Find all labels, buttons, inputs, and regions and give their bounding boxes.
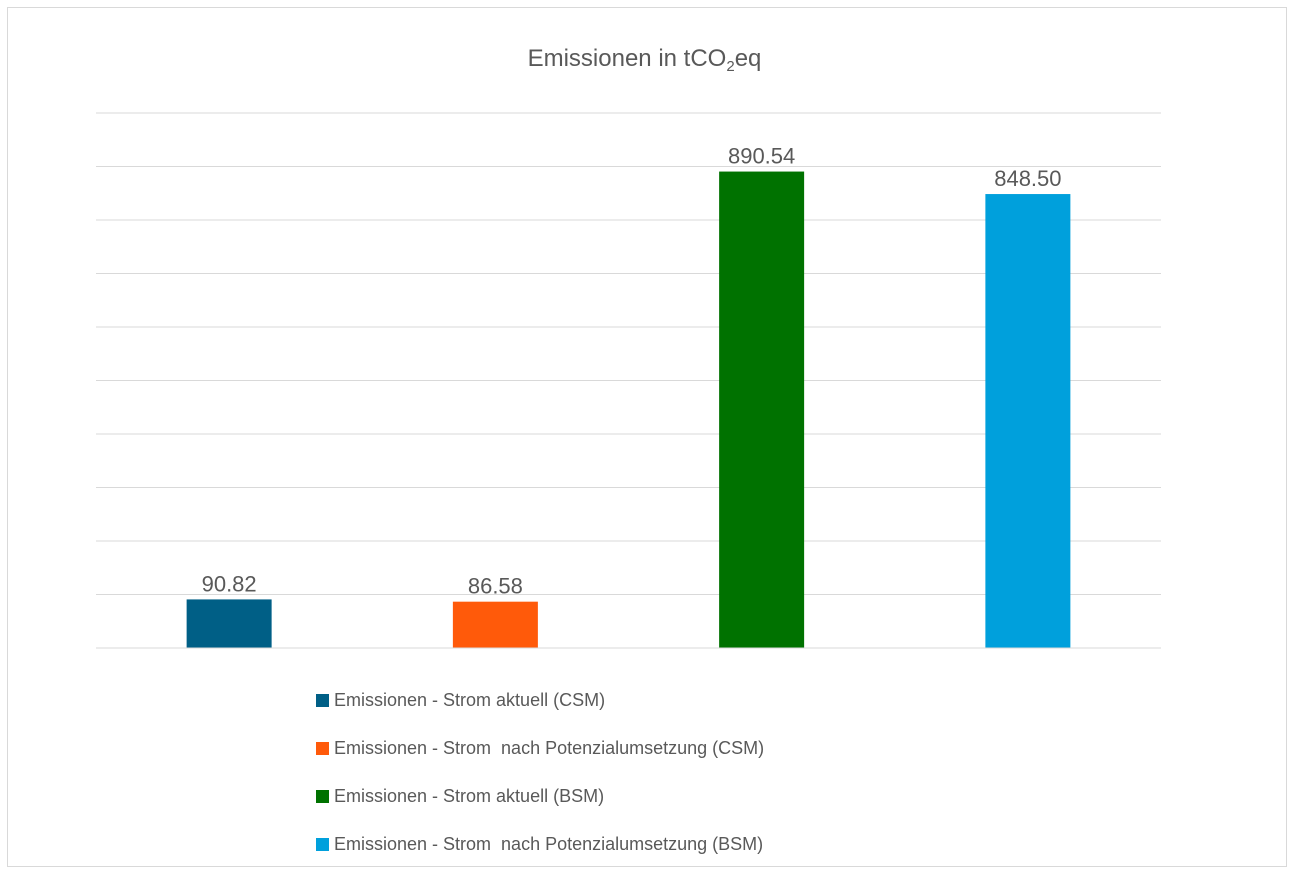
legend-swatch (316, 741, 329, 755)
legend-label: Emissionen - Strom aktuell (CSM) (334, 689, 606, 710)
legend-item: Emissionen - Strom nach Potenzialumsetzu… (316, 832, 764, 856)
data-label: 890.54 (728, 144, 795, 169)
legend-swatch (316, 789, 329, 803)
chart-title-suffix: eq (734, 45, 762, 72)
chart-title-main: Emissionen in tCO (527, 45, 727, 72)
data-label: 86.58 (468, 574, 523, 599)
legend-label: Emissionen - Strom nach Potenzialumsetzu… (334, 833, 764, 854)
legend-item: Emissionen - Strom aktuell (CSM) (316, 688, 764, 712)
legend-item: Emissionen - Strom nach Potenzialumsetzu… (316, 736, 764, 760)
legend-swatch (316, 837, 329, 851)
legend-label: Emissionen - Strom nach Potenzialumsetzu… (334, 737, 765, 758)
bar (186, 599, 272, 648)
bar (719, 171, 805, 648)
bar (452, 601, 538, 648)
data-label: 848.50 (994, 166, 1061, 191)
chart-title-subscript: 2 (726, 58, 735, 75)
legend-swatch (316, 693, 329, 707)
legend-item: Emissionen - Strom aktuell (BSM) (316, 784, 764, 808)
legend: Emissionen - Strom aktuell (CSM) Emissio… (316, 688, 764, 880)
chart-title: Emissionen in tCO2eq (0, 45, 1289, 75)
legend-label: Emissionen - Strom aktuell (BSM) (334, 785, 605, 806)
data-label: 90.82 (202, 571, 257, 596)
chart-frame (7, 7, 1287, 867)
bar (985, 194, 1071, 649)
